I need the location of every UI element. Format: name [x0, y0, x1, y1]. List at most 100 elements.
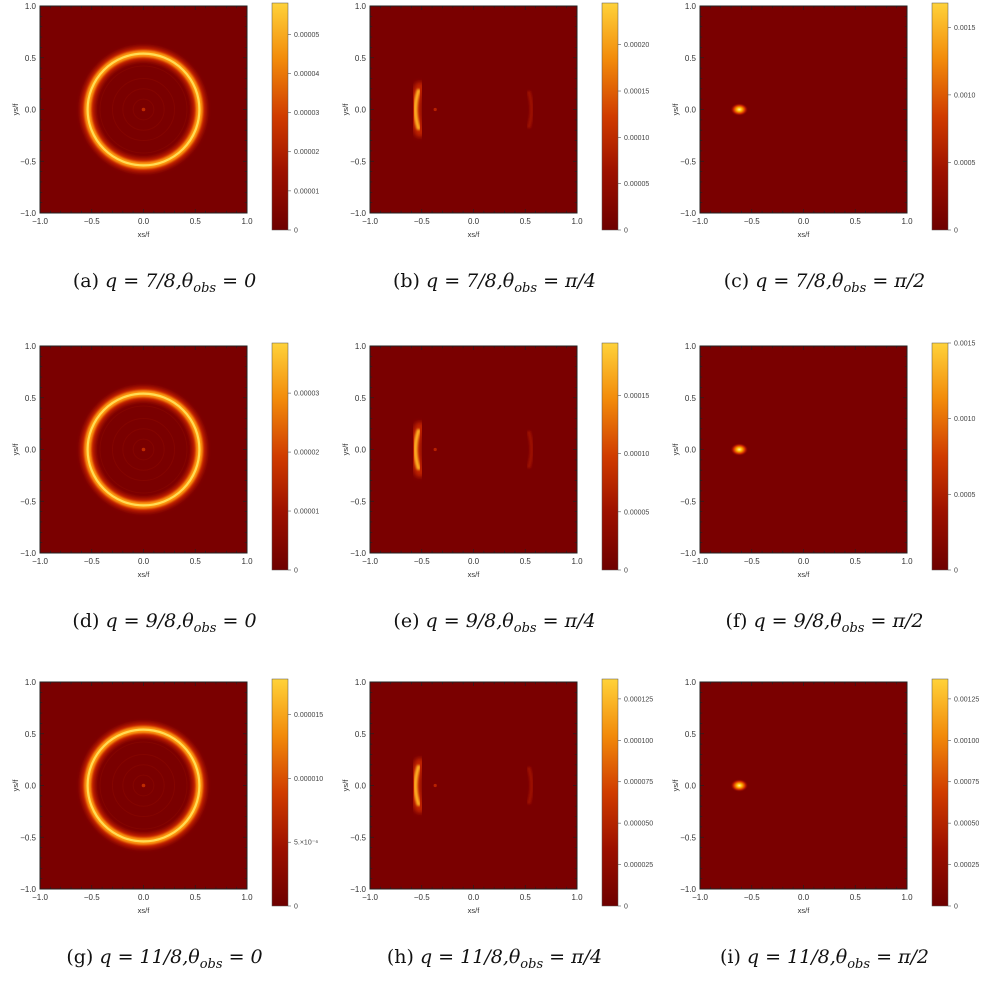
- y-tick-label: −0.5: [20, 157, 36, 166]
- x-tick-label: 0.5: [520, 217, 532, 226]
- heatmap-plot-c: −1.0 −0.5 0.0 0.5 1.0 1.0 0.5 0.0 −0.5 −1.0 xs/f ys…: [671, 2, 976, 239]
- colorbar-tick-label: 0: [294, 568, 298, 575]
- caption-subscript: obs: [193, 280, 217, 296]
- colorbar-tick-label: 0.000100: [624, 738, 653, 745]
- colorbar-tick-label: 5.×10⁻⁶: [294, 840, 318, 847]
- faint-ring: [99, 65, 188, 154]
- y-axis-label: ys/f: [11, 443, 20, 456]
- center-dot: [141, 783, 146, 788]
- caption-math: q = 7/8,θ: [105, 270, 194, 292]
- y-tick-label: 0.0: [355, 106, 367, 115]
- colorbar-tick-label: 0.0005: [954, 160, 976, 167]
- y-tick-label: 0.0: [685, 446, 697, 455]
- x-tick-label: 1.0: [571, 893, 583, 902]
- colorbar-tick-label: 0.000025: [624, 862, 653, 869]
- colorbar-tick-label: 0.00003: [294, 110, 319, 117]
- x-tick-label: 0.5: [190, 893, 202, 902]
- x-tick-label: 0.0: [468, 557, 480, 566]
- caption-value: = 0: [216, 610, 257, 632]
- x-tick-label: 0.0: [798, 893, 810, 902]
- caption-math: q = 9/8,θ: [425, 610, 514, 632]
- panel-caption: (h) q = 11/8,θobs = π/4: [330, 946, 659, 972]
- x-tick-label: 0.5: [850, 557, 862, 566]
- caption-math: q = 7/8,θ: [426, 270, 515, 292]
- y-tick-label: −1.0: [680, 549, 696, 558]
- x-tick-label: −0.5: [414, 893, 430, 902]
- x-tick-label: −0.5: [744, 557, 760, 566]
- colorbar-tick-label: 0.0005: [954, 492, 976, 499]
- x-axis-label: xs/f: [138, 570, 151, 579]
- caption-subscript: obs: [520, 956, 544, 972]
- inner-dot: [433, 783, 437, 788]
- caption-value: = π/2: [864, 610, 924, 632]
- panel-b: −1.0 −0.5 0.0 0.5 1.0 1.0 0.5 0.0 −0.5 −1.0 xs/f ys…: [330, 0, 659, 326]
- colorbar-tick-label: 0.00002: [294, 450, 319, 457]
- y-tick-label: 0.5: [355, 730, 367, 739]
- x-axis-label: xs/f: [798, 906, 811, 915]
- y-tick-label: −0.5: [350, 833, 366, 842]
- x-tick-label: 0.5: [190, 557, 202, 566]
- x-tick-label: 0.0: [138, 893, 150, 902]
- panel-caption: (c) q = 7/8,θobs = π/2: [660, 270, 989, 296]
- right-arc: [526, 90, 534, 129]
- y-tick-label: 1.0: [685, 678, 697, 687]
- ring-core: [86, 52, 201, 167]
- y-tick-label: −0.5: [680, 833, 696, 842]
- faint-ring: [99, 741, 188, 830]
- x-tick-label: −1.0: [692, 217, 708, 226]
- caption-math: q = 9/8,θ: [105, 610, 194, 632]
- colorbar-tick-label: 0.0015: [954, 341, 976, 348]
- heatmap-plot-i: −1.0 −0.5 0.0 0.5 1.0 1.0 0.5 0.0 −0.5 −1.0 xs/f ys…: [671, 678, 979, 915]
- x-tick-label: 1.0: [241, 217, 253, 226]
- colorbar-tick-label: 0.000125: [624, 696, 653, 703]
- caption-label: (h): [386, 946, 420, 968]
- y-tick-label: −1.0: [680, 209, 696, 218]
- y-tick-label: 1.0: [25, 2, 37, 11]
- colorbar: [931, 2, 949, 231]
- x-tick-label: −1.0: [32, 893, 48, 902]
- panel-caption: (i) q = 11/8,θobs = π/2: [660, 946, 989, 972]
- caption-math: q = 11/8,θ: [746, 946, 848, 968]
- left-arc: [413, 764, 421, 807]
- y-axis-label: ys/f: [671, 103, 680, 116]
- caption-math: q = 11/8,θ: [419, 946, 521, 968]
- y-axis-label: ys/f: [341, 779, 350, 792]
- left-arc: [413, 88, 421, 131]
- y-axis-label: ys/f: [671, 443, 680, 456]
- bright-spot: [730, 443, 749, 456]
- colorbar-tick-label: 0.00010: [624, 135, 649, 142]
- y-tick-label: −1.0: [350, 209, 366, 218]
- x-tick-label: −1.0: [32, 557, 48, 566]
- x-axis-label: xs/f: [468, 570, 481, 579]
- left-arc: [413, 428, 421, 471]
- right-arc: [526, 766, 534, 805]
- x-tick-label: −1.0: [362, 893, 378, 902]
- caption-subscript: obs: [513, 620, 537, 636]
- faint-ring: [132, 774, 155, 797]
- y-tick-label: −0.5: [350, 497, 366, 506]
- heatmap-plot-e: −1.0 −0.5 0.0 0.5 1.0 1.0 0.5 0.0 −0.5 −1.0 xs/f ys…: [341, 342, 649, 579]
- colorbar-tick-label: 0.000075: [624, 779, 653, 786]
- colorbar-tick-label: 0.0015: [954, 25, 976, 32]
- bright-spot: [730, 103, 749, 116]
- y-tick-label: −1.0: [20, 209, 36, 218]
- panel-g: −1.0 −0.5 0.0 0.5 1.0 1.0 0.5 0.0 −0.5 −1.0 xs/f ys…: [0, 676, 329, 1002]
- y-tick-label: 1.0: [25, 678, 37, 687]
- y-tick-label: −0.5: [350, 157, 366, 166]
- inner-dot: [433, 447, 437, 452]
- faint-ring: [111, 77, 176, 142]
- colorbar-tick-label: 0.00005: [294, 32, 319, 39]
- y-tick-label: 0.5: [685, 394, 697, 403]
- x-tick-label: −0.5: [744, 893, 760, 902]
- x-tick-label: −1.0: [692, 557, 708, 566]
- y-tick-label: −0.5: [20, 497, 36, 506]
- caption-label: (d): [72, 610, 106, 632]
- panel-f: −1.0 −0.5 0.0 0.5 1.0 1.0 0.5 0.0 −0.5 −1.0 xs/f ys…: [660, 340, 989, 666]
- caption-label: (f): [725, 610, 754, 632]
- colorbar: [271, 342, 289, 571]
- y-tick-label: −1.0: [20, 885, 36, 894]
- caption-subscript: obs: [847, 956, 871, 972]
- faint-ring: [132, 438, 155, 461]
- colorbar-tick-label: 0.00005: [624, 509, 649, 516]
- x-tick-label: −0.5: [414, 557, 430, 566]
